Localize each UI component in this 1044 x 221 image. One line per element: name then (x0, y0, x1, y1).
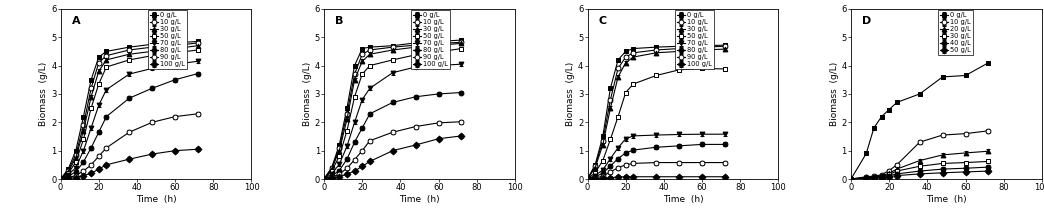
Text: D: D (862, 16, 872, 26)
X-axis label: Time  (h): Time (h) (136, 195, 176, 204)
Text: B: B (335, 16, 343, 26)
Legend: 0 g/L, 10 g/L, 20 g/L, 30 g/L, 40 g/L, 50 g/L: 0 g/L, 10 g/L, 20 g/L, 30 g/L, 40 g/L, 5… (939, 10, 973, 55)
Legend: 0 g/L, 10 g/L, 30 g/L, 50 g/L, 70 g/L, 80 g/L, 90 g/L, 100 g/L: 0 g/L, 10 g/L, 30 g/L, 50 g/L, 70 g/L, 8… (674, 10, 714, 69)
Legend: 0 g/L, 10 g/L, 30 g/L, 50 g/L, 70 g/L, 80 g/L, 90 g/L, 100 g/L: 0 g/L, 10 g/L, 30 g/L, 50 g/L, 70 g/L, 8… (148, 10, 187, 69)
Legend: 0 g/L, 10 g/L, 30 g/L, 50 g/L, 70 g/L, 80 g/L, 90 g/L, 100 g/L: 0 g/L, 10 g/L, 30 g/L, 50 g/L, 70 g/L, 8… (411, 10, 450, 69)
X-axis label: Time  (h): Time (h) (926, 195, 967, 204)
Y-axis label: Biomass  (g/L): Biomass (g/L) (303, 62, 312, 126)
Text: C: C (599, 16, 608, 26)
X-axis label: Time  (h): Time (h) (663, 195, 704, 204)
X-axis label: Time  (h): Time (h) (399, 195, 440, 204)
Y-axis label: Biomass  (g/L): Biomass (g/L) (40, 62, 48, 126)
Text: A: A (72, 16, 80, 26)
Y-axis label: Biomass  (g/L): Biomass (g/L) (566, 62, 575, 126)
Y-axis label: Biomass  (g/L): Biomass (g/L) (830, 62, 838, 126)
